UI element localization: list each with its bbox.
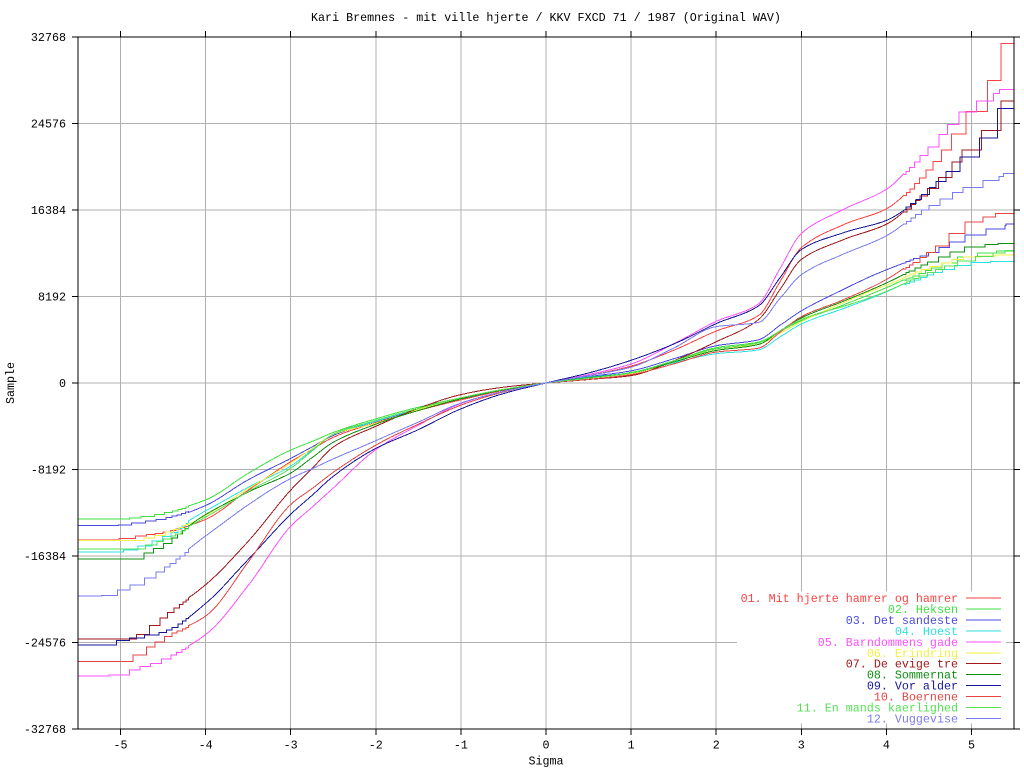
svg-text:01. Mit hjerte hamrer og hamre: 01. Mit hjerte hamrer og hamrer bbox=[741, 592, 958, 606]
svg-text:04. Hoest: 04. Hoest bbox=[895, 625, 958, 639]
svg-text:2: 2 bbox=[713, 739, 720, 753]
svg-text:02. Heksen: 02. Heksen bbox=[888, 603, 958, 617]
svg-text:12. Vuggevise: 12. Vuggevise bbox=[867, 713, 958, 727]
svg-text:-24576: -24576 bbox=[24, 637, 66, 651]
svg-text:11. En mands kaerlighed: 11. En mands kaerlighed bbox=[797, 702, 958, 716]
svg-text:-1: -1 bbox=[454, 739, 468, 753]
svg-text:1: 1 bbox=[628, 739, 635, 753]
svg-text:09. Vor alder: 09. Vor alder bbox=[867, 680, 958, 694]
svg-text:Sigma: Sigma bbox=[528, 755, 563, 769]
svg-text:-32768: -32768 bbox=[24, 723, 66, 737]
svg-text:-4: -4 bbox=[199, 739, 213, 753]
svg-text:8192: 8192 bbox=[38, 291, 66, 305]
svg-text:10. Boernene: 10. Boernene bbox=[874, 691, 958, 705]
svg-text:05. Barndommens gade: 05. Barndommens gade bbox=[818, 636, 958, 650]
svg-text:-16384: -16384 bbox=[24, 550, 66, 564]
svg-text:0: 0 bbox=[542, 739, 549, 753]
svg-text:Kari Bremnes - mit ville hjert: Kari Bremnes - mit ville hjerte / KKV FX… bbox=[311, 11, 781, 25]
svg-text:24576: 24576 bbox=[31, 118, 66, 132]
svg-text:07. De evige tre: 07. De evige tre bbox=[846, 658, 958, 672]
svg-text:4: 4 bbox=[883, 739, 890, 753]
svg-text:5: 5 bbox=[968, 739, 975, 753]
svg-text:32768: 32768 bbox=[31, 31, 66, 45]
svg-text:-2: -2 bbox=[369, 739, 383, 753]
svg-text:3: 3 bbox=[798, 739, 805, 753]
svg-text:Sample: Sample bbox=[4, 362, 18, 404]
svg-text:03. Det sandeste: 03. Det sandeste bbox=[846, 614, 958, 628]
svg-text:06. Erindring: 06. Erindring bbox=[867, 647, 958, 661]
svg-text:-3: -3 bbox=[284, 739, 298, 753]
svg-text:-8192: -8192 bbox=[31, 464, 66, 478]
svg-text:08. Sommernat: 08. Sommernat bbox=[867, 669, 958, 683]
svg-text:16384: 16384 bbox=[31, 204, 66, 218]
svg-text:0: 0 bbox=[59, 377, 66, 391]
svg-text:-5: -5 bbox=[113, 739, 127, 753]
